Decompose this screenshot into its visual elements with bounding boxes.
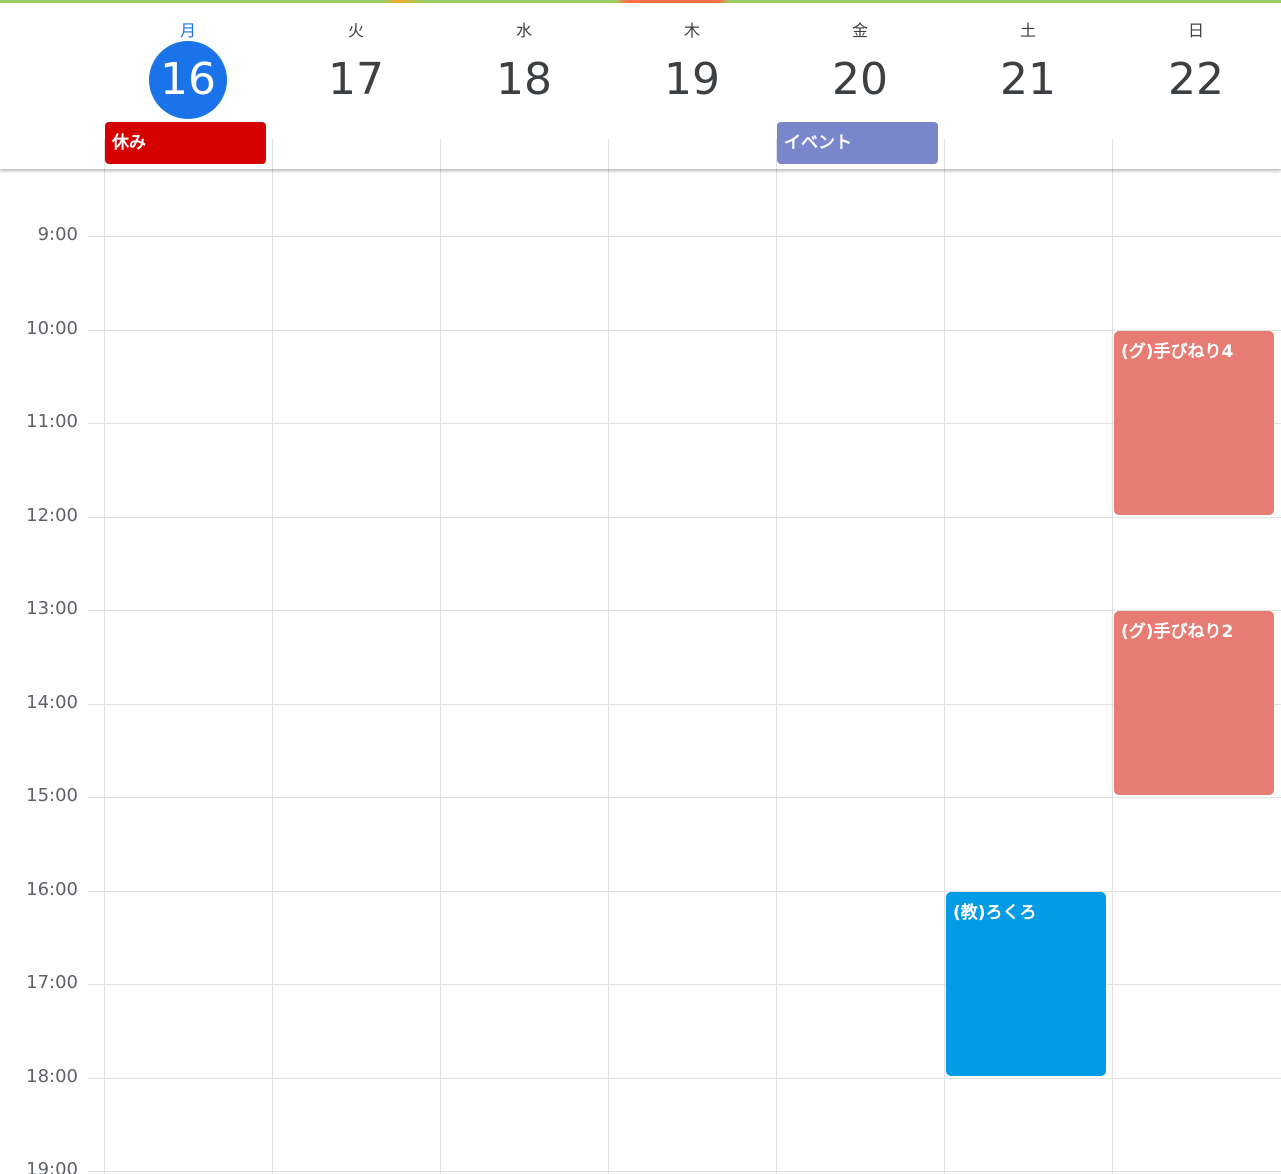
day-of-week-label: 水 (515, 21, 532, 40)
hour-gridline (88, 1171, 1281, 1172)
hour-gridline (88, 1077, 1281, 1079)
day-number[interactable]: 19 (664, 54, 720, 105)
time-label: 9:00 (37, 224, 78, 245)
day-of-week-label: 火 (347, 21, 364, 40)
time-label: 10:00 (26, 317, 78, 339)
hour-gridline (88, 890, 1281, 892)
time-label: 16:00 (26, 878, 78, 900)
hour-gridline (88, 984, 1281, 985)
day-header-sat[interactable]: 土 21 (944, 3, 1112, 169)
day-number[interactable]: 16 (149, 41, 227, 119)
day-number[interactable]: 22 (1168, 54, 1224, 105)
all-day-event-event[interactable]: イベント (777, 122, 938, 164)
day-number[interactable]: 20 (832, 54, 888, 105)
header-column-divider (608, 139, 609, 169)
day-header-thu[interactable]: 木 19 (608, 3, 776, 169)
event-block[interactable]: (グ)手びねり2 (1114, 611, 1274, 795)
hour-gridline (88, 703, 1281, 705)
day-column-divider (608, 169, 609, 1174)
header-column-divider (104, 139, 105, 169)
time-label: 15:00 (26, 785, 78, 806)
time-label: 14:00 (26, 691, 78, 713)
day-header-fri[interactable]: 金 20 (776, 3, 944, 169)
hour-gridline (88, 797, 1281, 798)
header-column-divider (944, 139, 945, 169)
day-number[interactable]: 18 (496, 54, 552, 105)
time-label: 19:00 (26, 1159, 78, 1174)
header-column-divider (440, 139, 441, 169)
day-of-week-label: 土 (1019, 21, 1036, 40)
time-label: 13:00 (26, 598, 78, 619)
day-header-tue[interactable]: 火 17 (272, 3, 440, 169)
day-of-week-label: 金 (851, 21, 868, 40)
hour-gridline (88, 516, 1281, 518)
header-column-divider (1112, 139, 1113, 169)
time-label: 17:00 (26, 972, 78, 993)
day-column-divider (776, 169, 777, 1174)
day-column-divider (104, 169, 105, 1174)
week-header: 月 16 火 17 水 18 木 19 金 20 土 21 日 22 休み イベ… (0, 3, 1281, 169)
time-grid[interactable]: 9:00 10:00 11:00 12:00 13:00 14:00 15:00… (0, 169, 1281, 1174)
time-label: 18:00 (26, 1065, 78, 1087)
day-of-week-label: 月 (179, 21, 196, 40)
hour-gridline (88, 610, 1281, 611)
event-block[interactable]: (グ)手びねり4 (1114, 330, 1274, 515)
day-of-week-label: 日 (1187, 21, 1204, 40)
hour-gridline (88, 423, 1281, 424)
day-header-sun[interactable]: 日 22 (1112, 3, 1280, 169)
header-column-divider (776, 139, 777, 169)
day-column-divider (1112, 169, 1113, 1174)
hour-gridline (88, 329, 1281, 331)
top-color-strip (0, 0, 1281, 3)
day-of-week-label: 木 (683, 21, 700, 40)
day-column-divider (272, 169, 273, 1174)
day-number[interactable]: 21 (1000, 54, 1056, 105)
day-number[interactable]: 17 (328, 54, 384, 105)
event-block[interactable]: (教)ろくろ (946, 891, 1106, 1076)
day-column-divider (440, 169, 441, 1174)
day-column-divider (944, 169, 945, 1174)
time-label: 11:00 (26, 411, 78, 432)
time-label: 12:00 (26, 504, 78, 526)
header-column-divider (272, 139, 273, 169)
day-header-mon[interactable]: 月 16 (104, 3, 272, 169)
all-day-event-holiday[interactable]: 休み (105, 122, 266, 164)
hour-gridline (88, 236, 1281, 237)
day-header-wed[interactable]: 水 18 (440, 3, 608, 169)
